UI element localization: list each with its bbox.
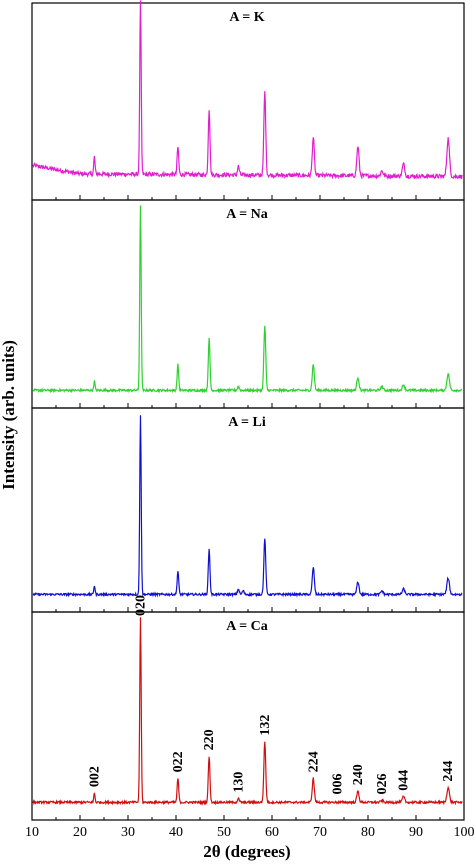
x-tick-label: 30 bbox=[121, 825, 135, 840]
x-tick-label: 50 bbox=[217, 825, 231, 840]
hkl-label: 020 bbox=[133, 595, 148, 616]
x-tick-label: 90 bbox=[409, 825, 423, 840]
x-tick-label: 100 bbox=[454, 825, 474, 840]
y-axis-label: Intensity (arb. units) bbox=[0, 340, 18, 490]
hkl-label: 220 bbox=[202, 729, 217, 750]
x-tick-label: 20 bbox=[73, 825, 87, 840]
panel-4: A = Ca 002 020 022 220 130 132 224 006 240 026 044 2… bbox=[32, 595, 464, 820]
panel-title: A = K bbox=[229, 10, 264, 25]
hkl-label: 132 bbox=[258, 715, 273, 736]
hkl-label: 026 bbox=[375, 773, 390, 794]
x-tick-label: 60 bbox=[265, 825, 279, 840]
pattern-line bbox=[33, 0, 462, 178]
panel-2: A = Na bbox=[32, 200, 464, 408]
x-axis: 10 20 30 40 50 60 70 80 90 100 bbox=[25, 825, 474, 840]
pattern-line bbox=[33, 415, 462, 595]
panel-title: A = Li bbox=[228, 415, 266, 430]
panel-1: A = K bbox=[32, 0, 464, 200]
panel-3: A = Li bbox=[32, 408, 464, 612]
hkl-label: 224 bbox=[306, 751, 321, 772]
panel-title: A = Ca bbox=[226, 619, 267, 634]
x-tick-label: 70 bbox=[313, 825, 327, 840]
panels-group: A = K A = Na A = Li A = Ca 002 020 022 220 130 13… bbox=[32, 0, 464, 820]
hkl-label: 022 bbox=[171, 751, 186, 772]
x-tick-label: 10 bbox=[25, 825, 39, 840]
panel-title: A = Na bbox=[226, 207, 267, 222]
panel-frame bbox=[32, 200, 464, 408]
panel-frame bbox=[32, 3, 464, 200]
hkl-label: 130 bbox=[231, 772, 246, 793]
hkl-label: 006 bbox=[330, 773, 345, 794]
hkl-label: 002 bbox=[87, 766, 102, 787]
hkl-label: 044 bbox=[397, 770, 412, 791]
x-tick-label: 80 bbox=[361, 825, 375, 840]
x-axis-label: 2θ (degrees) bbox=[203, 842, 290, 861]
panel-frame bbox=[32, 408, 464, 612]
hkl-label: 240 bbox=[351, 764, 366, 785]
hkl-label: 244 bbox=[441, 761, 456, 782]
x-tick-label: 40 bbox=[169, 825, 183, 840]
pattern-line bbox=[33, 206, 462, 392]
